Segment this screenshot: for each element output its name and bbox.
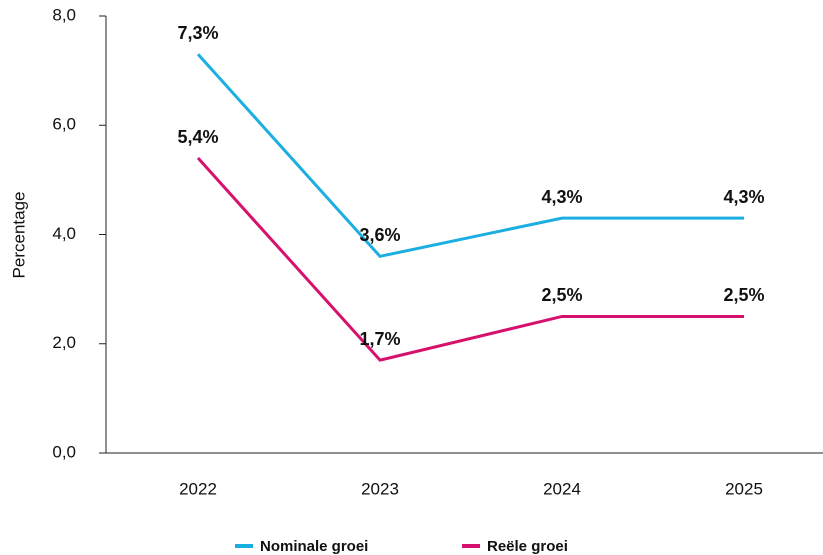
value-label: 5,4% bbox=[177, 127, 218, 147]
y-tick-label: 0,0 bbox=[52, 442, 76, 461]
series-line bbox=[196, 157, 744, 362]
value-label: 2,5% bbox=[723, 285, 764, 305]
value-label: 3,6% bbox=[359, 225, 400, 245]
y-tick-label: 8,0 bbox=[52, 5, 76, 24]
x-tick-label: 2024 bbox=[543, 479, 581, 498]
legend-label: Nominale groei bbox=[260, 538, 368, 555]
value-label: 4,3% bbox=[541, 187, 582, 207]
y-tick-label: 6,0 bbox=[52, 115, 76, 134]
x-tick-label: 2022 bbox=[179, 479, 217, 498]
value-label: 1,7% bbox=[359, 329, 400, 349]
value-label: 7,3% bbox=[177, 23, 218, 43]
value-label: 2,5% bbox=[541, 285, 582, 305]
series-line bbox=[196, 53, 744, 258]
legend-label: Reële groei bbox=[487, 538, 568, 555]
x-tick-label: 2023 bbox=[361, 479, 399, 498]
y-axis-label: Percentage bbox=[9, 192, 28, 279]
y-tick-label: 4,0 bbox=[52, 224, 76, 243]
y-tick-label: 2,0 bbox=[52, 333, 76, 352]
value-label: 4,3% bbox=[723, 187, 764, 207]
x-tick-label: 2025 bbox=[725, 479, 763, 498]
